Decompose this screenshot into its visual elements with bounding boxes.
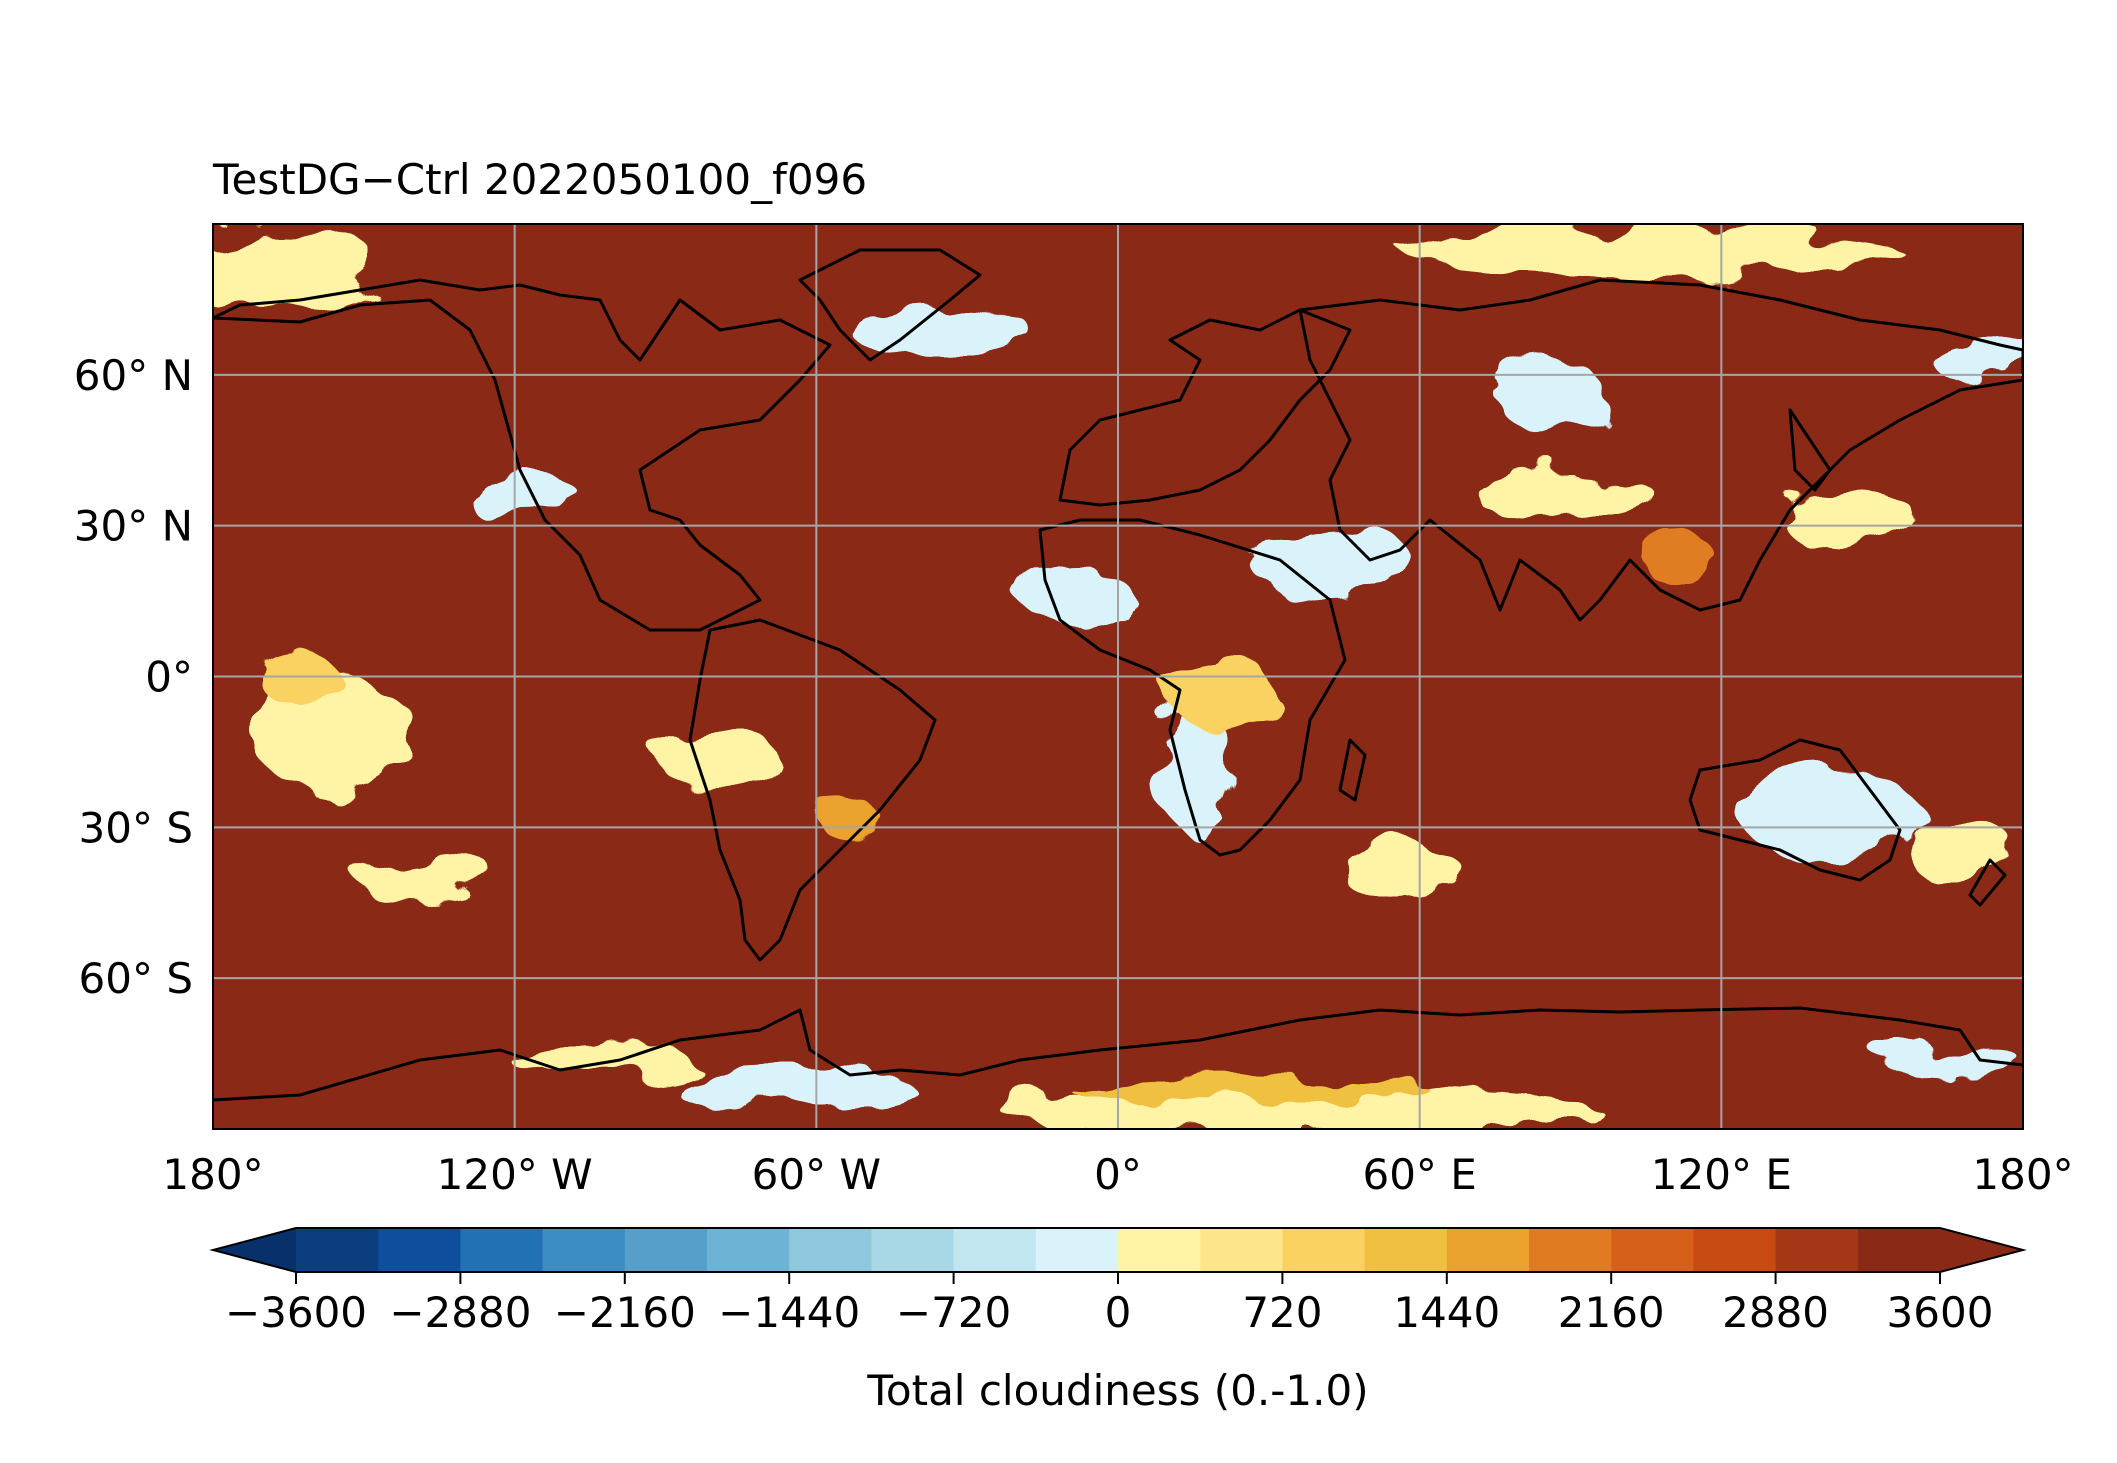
colorbar-extend-high: [1940, 1228, 2023, 1272]
colorbar-tick-label: 0: [1105, 1288, 1132, 1337]
field-patch: [1250, 520, 1410, 600]
colorbar-tick-label: 3600: [1887, 1288, 1994, 1337]
map-title: TestDG−Ctrl 2022050100_f096: [212, 155, 867, 204]
colorbar-bin: [1857, 1228, 1941, 1272]
colorbar-bin: [1364, 1228, 1448, 1272]
colorbar-tick-label: −2880: [389, 1288, 531, 1337]
field-patch: [1930, 340, 2023, 380]
colorbar-bin: [953, 1228, 1037, 1272]
colorbar-bin: [378, 1228, 461, 1272]
colorbar-bin: [789, 1228, 872, 1272]
colorbar-bin: [542, 1228, 626, 1272]
longitude-tick-label: 60° E: [1362, 1150, 1476, 1199]
field-patch: [1340, 840, 1460, 900]
longitude-tick-label: 0°: [1094, 1150, 1142, 1199]
coastline-antarctica: [213, 1006, 2023, 1102]
field-patch: [465, 465, 575, 525]
colorbar-bin: [1775, 1228, 1859, 1272]
longitude-tick-label: 60° W: [752, 1150, 881, 1199]
colorbar-bin: [1446, 1228, 1530, 1272]
colorbar-bin: [1035, 1228, 1119, 1272]
field-patch: [1880, 1045, 2020, 1075]
longitude-tick-label: 180°: [1972, 1150, 2073, 1199]
longitude-tick-label: 180°: [162, 1150, 263, 1199]
field-patch: [360, 855, 500, 905]
colorbar-tick-label: 1440: [1393, 1288, 1500, 1337]
coastline-new-zealand: [1968, 858, 2007, 907]
coastline-north-america: [213, 278, 832, 632]
colorbar: −3600 −2880 −2160 −1440 −720 0 720 1440 2160 2880…: [209, 1227, 2027, 1337]
field-patch: [213, 225, 380, 305]
coastline-greenland: [798, 248, 982, 362]
colorbar-tick-label: −3600: [225, 1288, 367, 1337]
colorbar-tick-label: −720: [896, 1288, 1011, 1337]
coastlines: [213, 248, 2023, 1102]
field-patch: [260, 655, 340, 705]
colorbar-bin: [1282, 1228, 1366, 1272]
field-patch: [1070, 1078, 1430, 1102]
coastline-madagascar: [1338, 738, 1367, 802]
field-patch: [670, 1065, 910, 1105]
colorbar-bin: [460, 1228, 544, 1272]
colorbar-bin: [296, 1228, 379, 1272]
colorbar-tick-label: −2160: [554, 1288, 696, 1337]
cloudiness-field: [213, 225, 2023, 1129]
colorbar-bin: [624, 1228, 708, 1272]
field-patch: [1780, 495, 1920, 545]
coastline-south-america: [688, 618, 937, 962]
colorbar-bin: [1200, 1228, 1283, 1272]
field-patch: [820, 800, 880, 840]
field-patch: [1155, 710, 1235, 830]
coastline-asia: [1298, 278, 2023, 622]
colorbar-bin: [1529, 1228, 1612, 1272]
longitude-tick-label: 120° W: [437, 1150, 593, 1199]
colorbar-tick-label: 720: [1242, 1288, 1322, 1337]
latitude-tick-label: 30° N: [74, 502, 193, 551]
longitude-tick-label: 120° E: [1651, 1150, 1792, 1199]
latitude-tick-label: 60° N: [74, 351, 193, 400]
map-frame: [212, 223, 2024, 1130]
latitude-tick-label: 60° S: [79, 954, 193, 1003]
field-patch: [1025, 570, 1135, 630]
field-patch: [1400, 225, 1900, 275]
field-patch: [510, 1042, 690, 1078]
colorbar-tick-label: −1440: [718, 1288, 860, 1337]
field-patch: [660, 730, 780, 790]
field-patch: [1910, 810, 2010, 890]
map-panel: [212, 223, 2024, 1130]
colorbar-tick-label: 2880: [1722, 1288, 1829, 1337]
field-patch: [1170, 650, 1270, 730]
colorbar-bin: [1611, 1228, 1694, 1272]
coastline-japan: [1788, 408, 1832, 492]
colorbar-tick-label: 2160: [1558, 1288, 1665, 1337]
latitude-labels: 60° N 30° N 0° 30° S 60° S: [74, 351, 193, 1003]
longitude-labels: 180° 120° W 60° W 0° 60° E 120° E 180°: [162, 1150, 2073, 1199]
field-patch: [850, 302, 1030, 358]
colorbar-bin: [1693, 1228, 1777, 1272]
field-patch: [1480, 475, 1660, 525]
colorbar-label: Total cloudiness (0.-1.0): [866, 1366, 1368, 1415]
coastline-africa: [1038, 518, 1347, 857]
field-patch: [1495, 360, 1605, 430]
field-patch: [1740, 770, 1920, 860]
colorbar-bin: [871, 1228, 955, 1272]
colorbar-bin: [707, 1228, 790, 1272]
gridlines: [213, 224, 2023, 1129]
latitude-tick-label: 30° S: [79, 803, 193, 852]
coastline-australia: [1688, 738, 1902, 882]
colorbar-bin: [1118, 1228, 1201, 1272]
field-patch: [1640, 540, 1720, 580]
latitude-tick-label: 0°: [145, 653, 193, 702]
colorbar-extend-low: [213, 1228, 296, 1272]
